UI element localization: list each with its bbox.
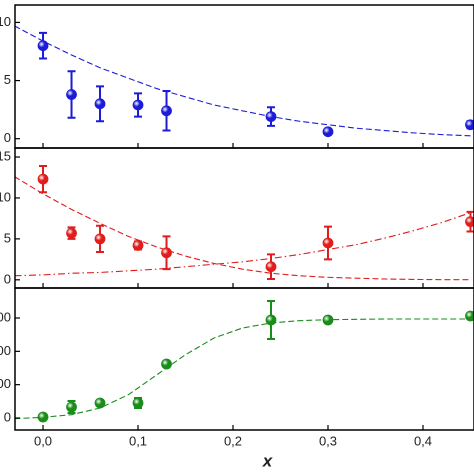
point [465, 310, 474, 322]
x-axis-label: x [262, 451, 274, 470]
point [265, 314, 277, 326]
y-tick-label: 0 [4, 409, 11, 424]
point [94, 98, 106, 110]
panel-frame [14, 287, 474, 431]
x-tick-label: 0,0 [34, 433, 52, 448]
point [161, 105, 172, 117]
point [132, 99, 144, 111]
y-tick-label: 5 [4, 230, 11, 245]
y-tick-label: 10 [0, 14, 11, 29]
panel-frame [14, 147, 474, 289]
point [66, 89, 77, 100]
point [94, 233, 106, 245]
point [66, 401, 77, 413]
point [265, 111, 277, 123]
y-tick-label: 5 [4, 72, 11, 87]
y-tick-label: 300 [0, 309, 11, 324]
y-tick-label: 100 [0, 376, 11, 391]
point [322, 314, 334, 326]
point [465, 216, 474, 228]
fit-line [15, 176, 471, 281]
panel-frame [14, 4, 474, 149]
fit-line [15, 318, 471, 420]
fit-line [15, 25, 471, 137]
y-tick-label: 10 [0, 189, 11, 204]
x-tick-label: 0,1 [129, 433, 147, 448]
point [265, 261, 277, 273]
panel [15, 165, 474, 281]
point [322, 126, 334, 138]
point [465, 119, 474, 131]
point [37, 40, 49, 52]
x-tick-label: 0,3 [319, 433, 337, 448]
fit-line [15, 212, 471, 277]
point [66, 227, 77, 239]
point [161, 247, 172, 259]
y-tick-label: 0 [4, 130, 11, 145]
point [37, 411, 49, 423]
y-tick-label: 0 [4, 271, 11, 286]
point [161, 358, 172, 370]
panel [15, 300, 474, 423]
point [132, 397, 144, 409]
y-tick-label: 15 [0, 148, 11, 163]
point [132, 240, 144, 251]
x-tick-label: 0,4 [414, 433, 432, 448]
x-tick-label: 0,2 [224, 433, 242, 448]
panel [15, 25, 474, 138]
point [322, 237, 334, 249]
y-tick-label: 200 [0, 343, 11, 358]
point [37, 173, 49, 185]
point [94, 397, 106, 409]
